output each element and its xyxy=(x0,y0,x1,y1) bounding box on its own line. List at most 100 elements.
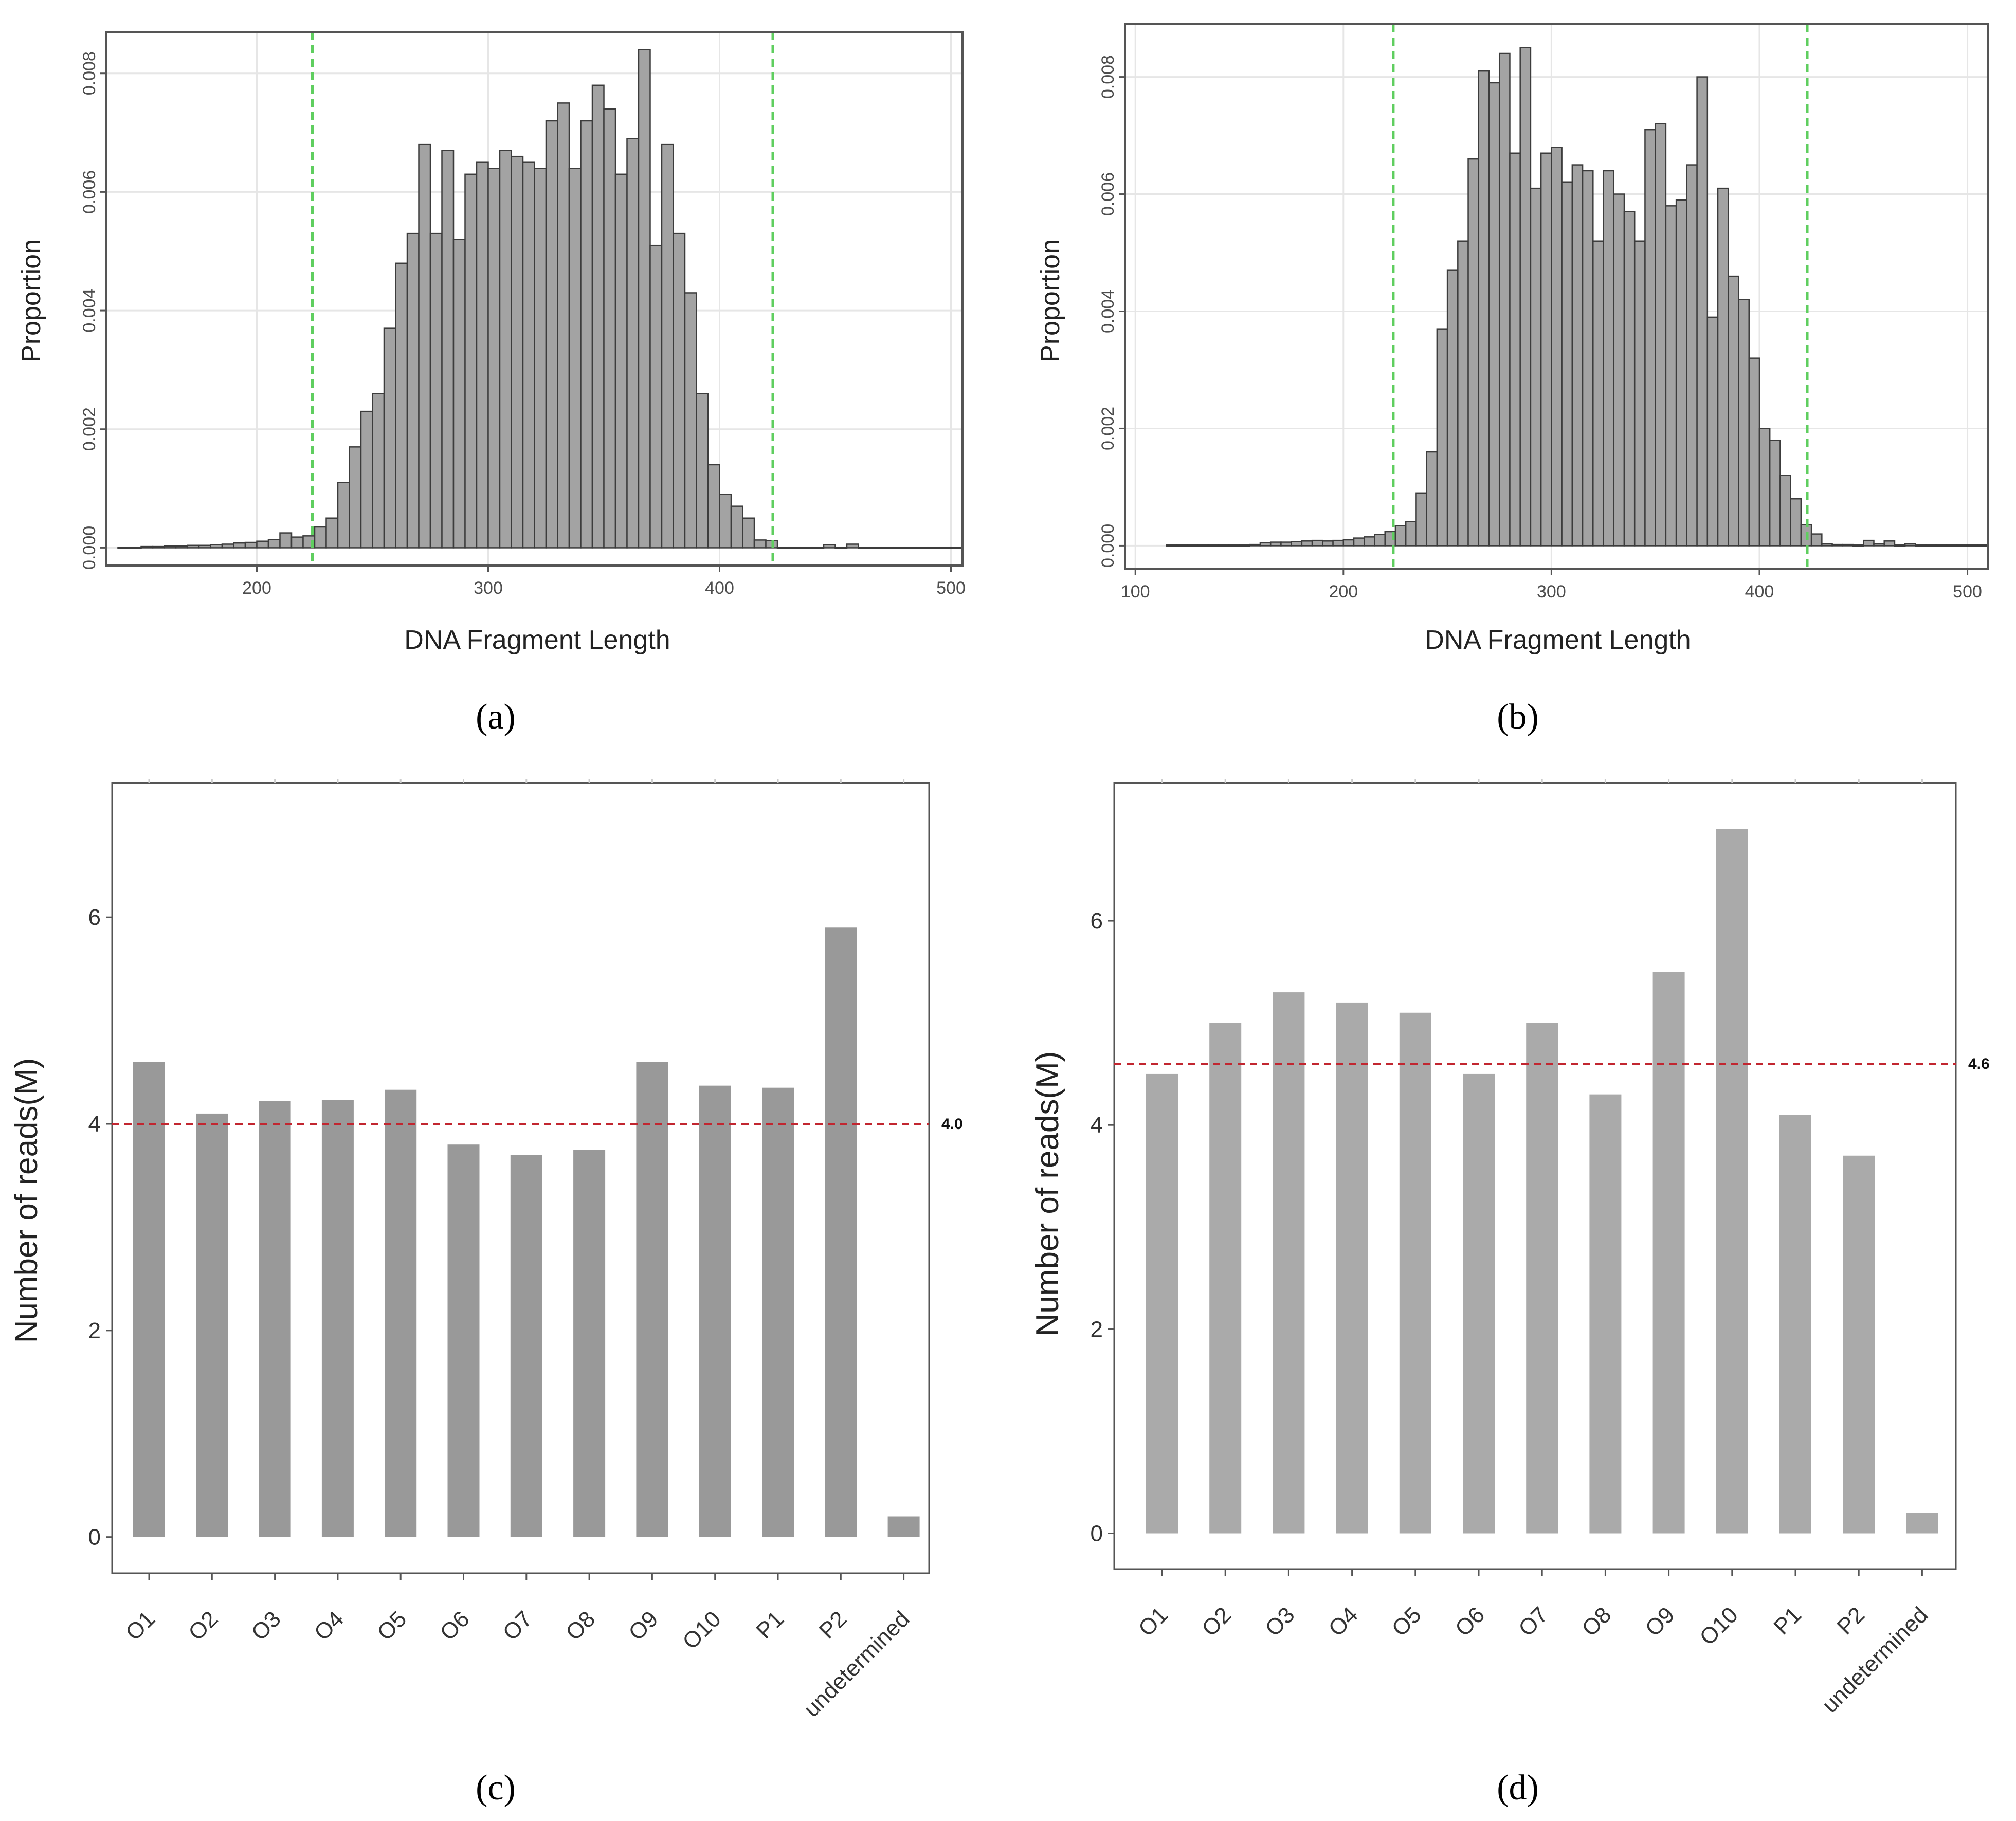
histogram-bar xyxy=(1831,543,1844,547)
histogram-bar xyxy=(1561,181,1573,547)
histogram-bar xyxy=(1706,316,1719,547)
histogram-bar xyxy=(360,410,373,549)
histogram-bar xyxy=(1644,129,1656,547)
histogram-bar xyxy=(511,155,524,549)
bar xyxy=(1209,1023,1242,1534)
x-tick-label: O7 xyxy=(498,1606,537,1645)
histogram-bar xyxy=(1675,199,1687,547)
x-tick-label: O3 xyxy=(247,1606,286,1645)
histogram-bar xyxy=(1863,539,1875,547)
x-tick-label: O5 xyxy=(372,1606,411,1645)
histogram-bar xyxy=(383,327,396,549)
bar xyxy=(1463,1073,1495,1534)
histogram-bar xyxy=(1239,544,1250,547)
histogram-bar xyxy=(1769,439,1781,547)
histogram-bar xyxy=(915,546,929,549)
bar xyxy=(636,1062,668,1537)
histogram-bar xyxy=(545,120,558,549)
histogram-bar xyxy=(1873,543,1885,547)
histogram-bar xyxy=(1436,328,1448,547)
histogram-bar xyxy=(534,168,547,549)
histogram-bar xyxy=(950,546,964,549)
histogram-bar xyxy=(614,173,628,549)
histogram-bar xyxy=(1488,82,1500,547)
y-tick-label: 0.008 xyxy=(1098,55,1118,99)
histogram-bar xyxy=(730,505,743,549)
histogram-bar xyxy=(753,539,767,549)
panel-d: O1 O2 O3 O4 O5 O6 O7 O8 O9 O10 P1 P2undetermined024… xyxy=(1030,779,1990,1808)
histogram-bar xyxy=(1946,544,1958,547)
histogram-bar xyxy=(1758,428,1771,547)
histogram-bar xyxy=(244,541,258,549)
histogram-bar xyxy=(1291,541,1303,547)
histogram-bar xyxy=(1311,539,1323,547)
histogram-bar xyxy=(638,49,651,549)
histogram-bar xyxy=(1894,544,1906,547)
histogram-bar xyxy=(1353,537,1365,547)
bar xyxy=(1652,972,1685,1534)
histogram-bar xyxy=(1956,544,1968,547)
histogram-bar xyxy=(1686,164,1698,547)
x-tick-label: O10 xyxy=(678,1606,725,1654)
histogram-bar xyxy=(881,546,894,549)
y-tick-label: 6 xyxy=(1091,908,1103,934)
histogram-b-plot: 100 200 300 400 500 0.000 0.002 0.004 0.006 0.008 xyxy=(1098,23,1989,602)
bar xyxy=(1779,1115,1811,1534)
histogram-bar xyxy=(1915,544,1927,547)
histogram-bar xyxy=(1509,152,1521,547)
bar xyxy=(699,1085,731,1537)
x-tick-label: 500 xyxy=(1953,582,1982,602)
histogram-bar xyxy=(129,546,142,549)
y-tick-label: 0.000 xyxy=(1098,524,1118,568)
x-tick-label: O9 xyxy=(624,1606,663,1645)
histogram-bar xyxy=(580,120,593,549)
histogram-bar xyxy=(811,546,825,549)
panel-a: 200 300 400 500 0.000 0.002 0.004 0.006 0.008 DN… xyxy=(16,31,966,737)
histogram-bar xyxy=(1852,544,1864,547)
x-tick-label: O2 xyxy=(184,1606,223,1645)
histogram-bar xyxy=(1342,539,1355,547)
y-tick-label: 4 xyxy=(1091,1113,1103,1138)
bar xyxy=(321,1100,354,1537)
histogram-bar xyxy=(1197,544,1209,547)
histogram-bar xyxy=(927,546,940,549)
histogram-bar xyxy=(1728,275,1739,547)
histogram-bar xyxy=(406,232,420,549)
histogram-bar xyxy=(337,482,350,549)
histogram-bar xyxy=(1426,451,1438,547)
histogram-bar xyxy=(1821,543,1833,547)
bar xyxy=(1843,1155,1875,1534)
x-tick-label: 300 xyxy=(474,578,503,598)
histogram-bar xyxy=(429,232,443,549)
histogram-bar xyxy=(834,546,848,549)
x-tick-label: O6 xyxy=(1450,1602,1490,1641)
histogram-bar xyxy=(846,543,859,549)
bar xyxy=(385,1089,417,1537)
bar-chart-c-plot: O1 O2 O3 O4 O5 O6 O7 O8 O9 O10 P1 P2undetermined024… xyxy=(88,779,963,1722)
bar xyxy=(825,927,857,1537)
histogram-bar xyxy=(452,239,466,549)
histogram-bar xyxy=(1925,544,1937,547)
histogram-bar xyxy=(140,545,154,549)
histogram-bar xyxy=(1530,187,1542,547)
histogram-bar xyxy=(117,546,131,549)
histogram-bar xyxy=(1457,240,1469,547)
histogram-bar xyxy=(661,143,674,549)
bar xyxy=(259,1101,291,1537)
histogram-bar xyxy=(938,546,952,549)
x-tick-label: O4 xyxy=(310,1606,349,1645)
y-tick-label: 0.004 xyxy=(1098,289,1118,333)
x-tick-label: 200 xyxy=(242,578,271,598)
histogram-bar xyxy=(1592,240,1604,547)
x-tick-label: P1 xyxy=(751,1606,789,1644)
histogram-bar xyxy=(1364,536,1375,547)
x-tick-label: 400 xyxy=(705,578,734,598)
histogram-bar xyxy=(349,446,362,549)
histogram-bar xyxy=(1498,52,1511,547)
histogram-bar xyxy=(152,545,165,549)
x-tick-label: O3 xyxy=(1260,1602,1299,1641)
histogram-bar xyxy=(499,150,512,549)
bar xyxy=(1399,1012,1431,1534)
y-tick-label: 6 xyxy=(88,905,101,930)
histogram-bar xyxy=(1374,534,1386,547)
